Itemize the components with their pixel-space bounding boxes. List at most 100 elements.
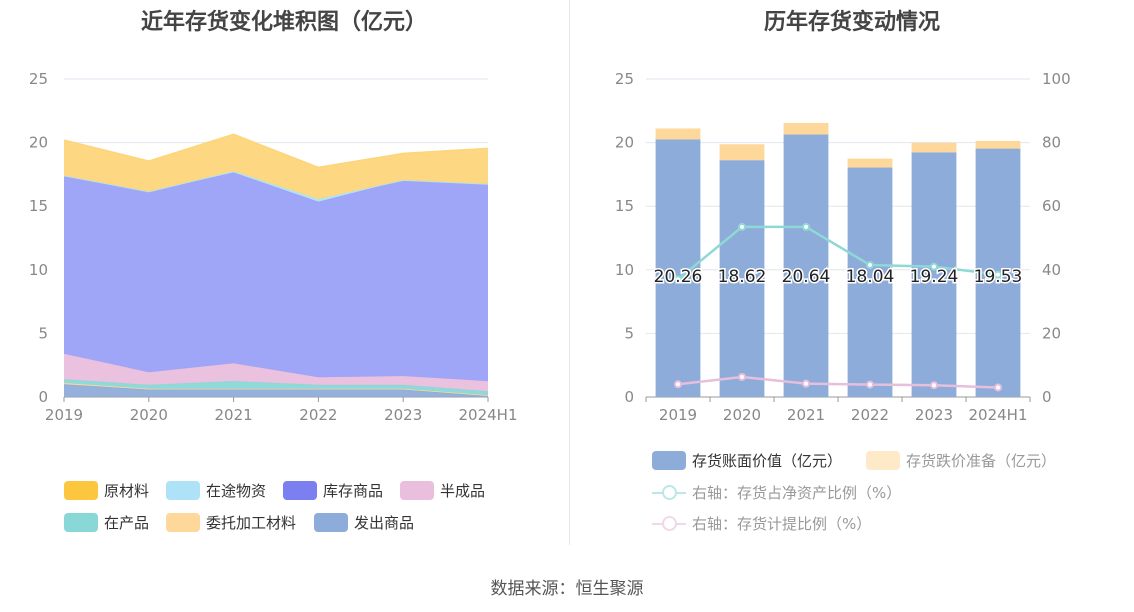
left-legend-item[interactable]: 原材料 [64,480,149,501]
inventory-stacked-area-panel: 近年存货变化堆积图（亿元） 0 5 10 15 20 25 2019 2020 2021 2022… [0,0,568,560]
left-legend-item[interactable]: 在产品 [64,512,149,533]
left-x-tick-label: 2020 [130,406,168,420]
bar-value-label: 20.64 [782,267,831,287]
line-net-asset-ratio [677,225,999,281]
left-y-tick-label: 5 [38,324,48,342]
area-series-edge [63,133,489,169]
legend-icon [652,483,686,502]
right-y-tick-label: 20 [615,134,634,152]
bar-impairment [911,142,957,153]
legend-swatch [64,513,98,532]
legend-label: 右轴：存货计提比例（%） [692,515,872,533]
legend-swatch [64,481,98,500]
left-x-tick-label: 2022 [299,406,337,420]
right-x-tick-label: 2021 [787,406,825,420]
line-point [738,372,746,381]
legend-label: 在途物资 [206,482,267,500]
right-y-tick-label: 5 [624,324,634,342]
legend-label: 库存商品 [323,482,384,500]
bar-value-label: 18.62 [718,267,767,287]
legend-swatch [166,513,200,532]
line-point [994,270,1002,279]
left-legend-item[interactable]: 发出商品 [314,512,414,533]
line-point [802,222,810,231]
bar-value-label: 19.53 [974,267,1023,287]
right-y2-tick-label: 100 [1042,70,1071,88]
left-y-tick-label: 20 [29,134,48,152]
left-legend-item[interactable]: 库存商品 [283,480,383,501]
area-series-在途物资 [64,171,488,202]
line-point [738,222,746,231]
stacked-area-chart: 0 5 10 15 20 25 2019 2020 2021 2022 2023 2024H1 [29,70,518,420]
right-y-tick-label: 25 [615,70,634,88]
left-x-tick-label: 2021 [215,406,253,420]
line-point [802,379,810,388]
legend-label: 右轴：存货占净资产比例（%） [692,484,902,502]
left-x-tick-label: 2023 [384,406,422,420]
legend-swatch [283,481,317,500]
left-legend-item[interactable]: 在途物资 [166,480,266,501]
left-legend-item[interactable]: 委托加工材料 [166,512,296,533]
area-series-发出商品 [64,384,488,397]
right-legend-item[interactable]: 右轴：存货计提比例（%） [652,513,871,534]
right-x-tick-label: 2019 [659,406,697,420]
legend-label: 原材料 [104,482,150,500]
bar-impairment [719,144,765,161]
legend-swatch [400,481,434,500]
line-point [674,275,682,284]
right-y2-tick-label: 40 [1042,261,1061,279]
left-y-tick-label: 15 [29,197,48,215]
legend-label: 在产品 [104,514,150,532]
area-series-半成品 [64,353,488,392]
legend-label: 存货账面价值（亿元） [692,452,843,470]
legend-swatch [314,513,348,532]
bar-impairment [783,123,829,135]
left-y-tick-label: 0 [38,388,48,406]
right-y2-tick-label: 20 [1042,324,1061,342]
bar-book-value [847,167,893,397]
right-x-tick-label: 2024H1 [969,406,1028,420]
bar-value-label: 20.26 [654,267,703,287]
left-x-tick-label: 2019 [45,406,83,420]
line-point [930,381,938,390]
right-x-tick-label: 2022 [851,406,889,420]
right-legend-item[interactable]: 右轴：存货占净资产比例（%） [652,482,901,503]
right-legend: 存货账面价值（亿元） 存货跌价准备（亿元） 右轴：存货占净资产比例（%） 右轴：存货计… [570,0,1134,560]
area-series-原材料 [64,134,488,200]
legend-swatch [166,481,200,500]
right-y2-tick-label: 0 [1042,388,1052,406]
right-legend-item[interactable]: 存货跌价准备（亿元） [866,450,1056,471]
right-legend-item[interactable]: 存货账面价值（亿元） [652,450,842,471]
line-point [930,262,938,271]
legend-label: 半成品 [440,482,486,500]
left-legend-item[interactable]: 半成品 [400,480,485,501]
bar-book-value [783,134,829,397]
bar-book-value [719,160,765,397]
line-point [866,261,874,270]
left-legend: 原材料 在途物资 库存商品 半成品在产品 委托加工材料 发出商品 [0,0,568,560]
area-series-在产品 [64,379,488,396]
legend-label: 发出商品 [354,514,415,532]
line-point [994,383,1002,392]
bar-impairment [655,128,701,140]
bar-impairment [847,158,893,168]
left-chart-title: 近年存货变化堆积图（亿元） [140,10,427,35]
right-y-tick-label: 15 [615,197,634,215]
line-provision-ratio [677,375,999,389]
area-series-库存商品 [64,172,488,382]
legend-label: 存货跌价准备（亿元） [906,452,1057,470]
line-point [866,380,874,389]
legend-icon [652,451,686,470]
data-source-label: 数据来源：恒生聚源 [490,579,644,599]
bar-value-label: 18.04 [846,267,895,287]
left-y-tick-label: 25 [29,70,48,88]
right-y2-tick-label: 80 [1042,134,1061,152]
bar-line-combo-chart: 0 5 10 15 20 25 0 20 40 60 80 100 2019 2020 2021 2022 20… [615,70,1071,420]
right-y-tick-label: 0 [624,388,634,406]
bar-impairment [975,140,1021,149]
legend-icon [652,514,686,533]
legend-icon [866,451,900,470]
bar-book-value [911,152,957,397]
right-y-tick-label: 10 [615,261,634,279]
left-x-tick-label: 2024H1 [459,406,518,420]
